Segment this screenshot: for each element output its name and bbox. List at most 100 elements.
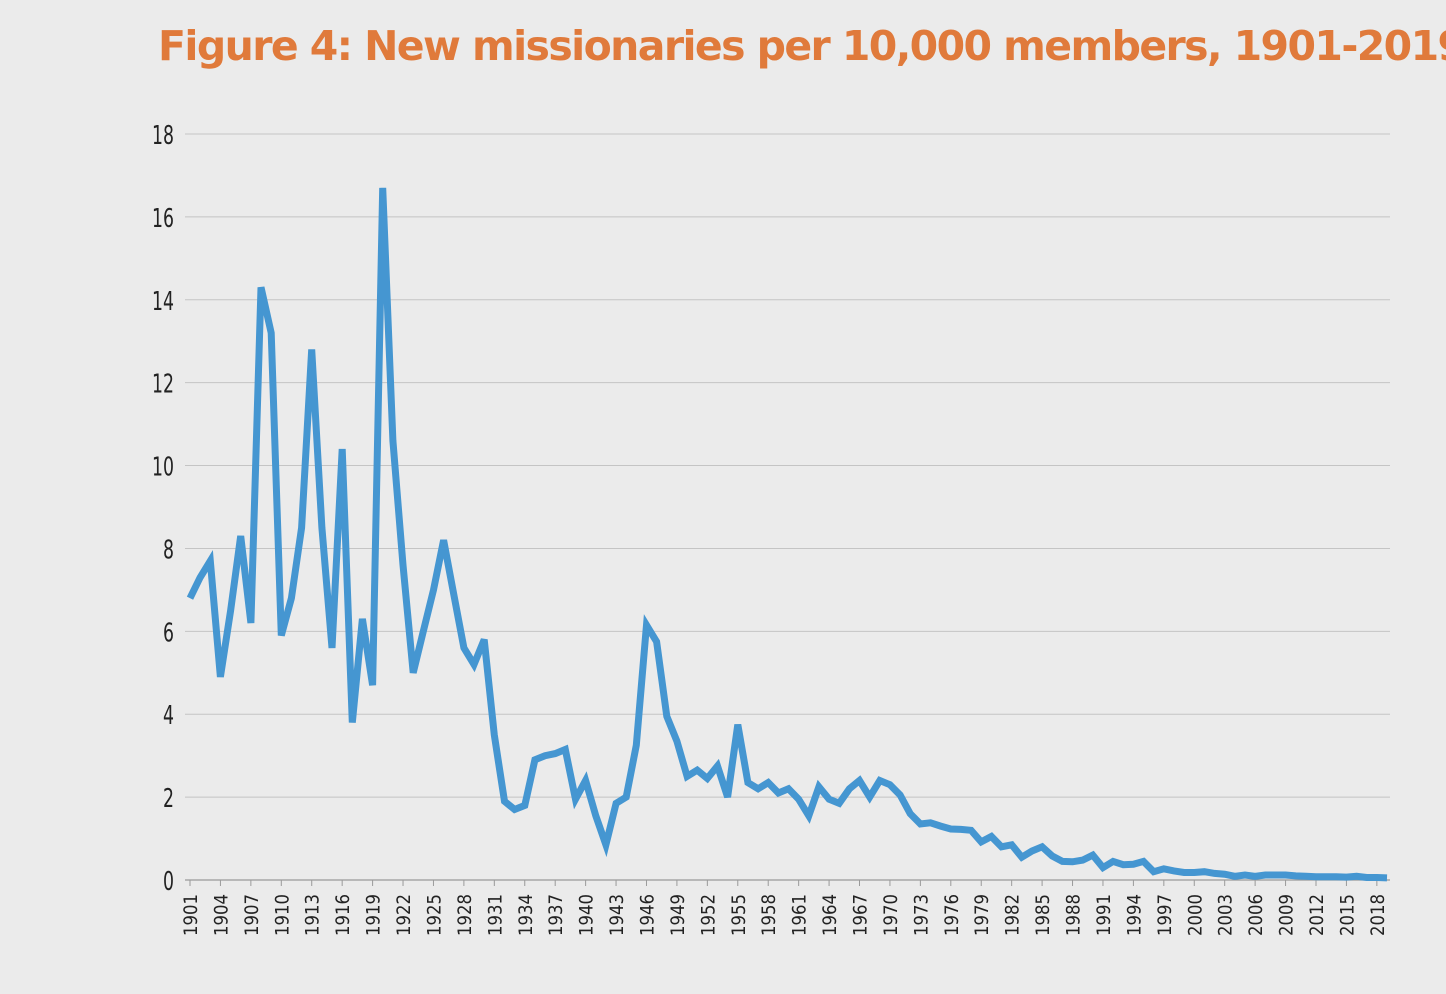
data-point	[989, 834, 994, 839]
data-point	[1182, 870, 1187, 875]
y-tick-label: 6	[163, 618, 174, 648]
x-tick-label: 1997	[1154, 894, 1176, 936]
data-point	[1090, 853, 1095, 858]
data-point	[664, 714, 669, 719]
data-point	[786, 786, 791, 791]
x-tick-label: 1937	[545, 894, 567, 936]
data-point	[685, 774, 690, 779]
data-point	[928, 820, 933, 825]
data-point	[350, 720, 355, 725]
data-point	[1344, 875, 1349, 880]
data-point	[674, 739, 679, 744]
data-point	[806, 813, 811, 818]
x-tick-label: 1967	[850, 894, 872, 936]
data-point	[1202, 869, 1207, 874]
data-point	[583, 778, 588, 783]
data-point	[472, 662, 477, 667]
data-point	[1111, 859, 1116, 864]
data-point	[1324, 874, 1329, 879]
gridlines	[185, 133, 1390, 881]
data-point	[198, 575, 203, 580]
data-point	[715, 764, 720, 769]
data-point	[999, 844, 1004, 849]
x-tick-label: 1970	[880, 894, 902, 936]
data-point	[482, 637, 487, 642]
data-point	[340, 447, 345, 452]
x-tick-label: 1904	[210, 894, 232, 936]
data-point	[887, 782, 892, 787]
data-point	[644, 623, 649, 628]
data-point	[451, 592, 456, 597]
data-point	[1243, 873, 1248, 878]
data-point	[309, 347, 314, 352]
y-tick-label: 8	[163, 535, 174, 565]
data-point	[1080, 858, 1085, 863]
data-point	[279, 633, 284, 638]
data-point	[1385, 875, 1390, 880]
x-tick-label: 1913	[302, 894, 324, 936]
x-tick-label: 1907	[241, 894, 263, 936]
x-tick-label: 2015	[1336, 894, 1358, 936]
data-point	[1232, 874, 1237, 879]
data-point	[654, 639, 659, 644]
x-tick-label: 1976	[941, 894, 963, 936]
data-point	[1303, 874, 1308, 879]
x-tick-label: 1940	[576, 894, 598, 936]
x-tick-label: 1919	[363, 894, 385, 936]
data-point	[380, 185, 385, 190]
data-point	[330, 645, 335, 650]
data-point	[401, 563, 406, 568]
data-point	[938, 824, 943, 829]
x-tick-label: 1910	[271, 894, 293, 936]
data-point	[1060, 859, 1065, 864]
data-point	[1212, 871, 1217, 876]
x-tick-label: 1994	[1123, 894, 1145, 936]
data-point	[1121, 862, 1126, 867]
data-point	[411, 670, 416, 675]
data-point	[1040, 844, 1045, 849]
data-point	[1192, 870, 1197, 875]
x-tick-label: 1988	[1063, 894, 1085, 936]
data-point	[695, 768, 700, 773]
data-point	[553, 751, 558, 756]
x-tick-label: 1922	[393, 894, 415, 936]
y-tick-label: 4	[163, 701, 174, 731]
data-point	[441, 538, 446, 543]
x-tick-label: 1982	[1002, 894, 1024, 936]
data-point	[208, 558, 213, 563]
x-tick-label: 1925	[423, 894, 445, 936]
data-point	[857, 778, 862, 783]
x-tick-label: 1985	[1032, 894, 1054, 936]
data-point	[847, 786, 852, 791]
y-tick-label: 0	[163, 867, 174, 897]
x-tick-label: 1991	[1093, 894, 1115, 936]
y-tick-label: 18	[152, 121, 174, 151]
data-point	[908, 811, 913, 816]
data-point	[776, 791, 781, 796]
x-tick-label: 1931	[484, 894, 506, 936]
data-point	[360, 616, 365, 621]
x-tick-label: 2003	[1215, 894, 1237, 936]
data-point	[543, 753, 548, 758]
x-tick-label: 1973	[910, 894, 932, 936]
data-point	[1151, 869, 1156, 874]
data-point	[1334, 874, 1339, 879]
x-tick-label: 1979	[971, 894, 993, 936]
x-tick-label: 2012	[1306, 894, 1328, 936]
data-point	[1019, 855, 1024, 860]
x-tick-label: 2000	[1184, 894, 1206, 936]
data-point	[1253, 874, 1258, 879]
data-point	[289, 596, 294, 601]
x-tick-label: 1949	[667, 894, 689, 936]
data-point	[1141, 859, 1146, 864]
data-point	[1131, 862, 1136, 867]
data-point	[614, 801, 619, 806]
y-tick-label: 2	[163, 784, 174, 814]
data-point	[370, 683, 375, 688]
data-point	[1374, 875, 1379, 880]
data-point	[248, 621, 253, 626]
data-point	[1030, 849, 1035, 854]
data-point	[1293, 873, 1298, 878]
data-point	[958, 827, 963, 832]
